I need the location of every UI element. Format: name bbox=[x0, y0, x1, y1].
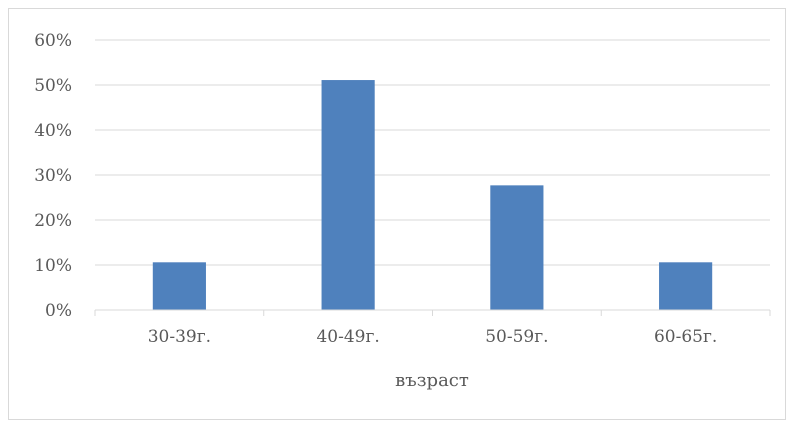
y-tick-label: 30% bbox=[34, 166, 72, 186]
x-axis-title: възраст bbox=[395, 370, 469, 391]
bar-3 bbox=[490, 185, 544, 310]
y-tick-label: 40% bbox=[34, 121, 72, 141]
y-tick-label: 10% bbox=[34, 256, 72, 276]
x-axis bbox=[94, 309, 771, 316]
bars bbox=[152, 80, 713, 310]
bar-4 bbox=[659, 262, 713, 310]
x-tick-label: 50-59г. bbox=[485, 327, 548, 347]
y-tick-label: 0% bbox=[45, 301, 72, 321]
x-tick-label: 40-49г. bbox=[316, 327, 379, 347]
x-tick-label: 60-65г. bbox=[654, 327, 717, 347]
bar-2 bbox=[321, 80, 375, 310]
chart-frame bbox=[8, 8, 786, 420]
gridlines bbox=[95, 39, 770, 266]
y-tick-label: 60% bbox=[34, 31, 72, 51]
x-tick-labels: 30-39г. 40-49г. 50-59г. 60-65г. bbox=[148, 327, 718, 347]
y-tick-label: 20% bbox=[34, 211, 72, 231]
y-tick-labels: 0% 10% 20% 30% 40% 50% 60% bbox=[34, 31, 72, 321]
y-tick-label: 50% bbox=[34, 76, 72, 96]
x-tick-label: 30-39г. bbox=[148, 327, 211, 347]
bar-1 bbox=[152, 262, 206, 310]
